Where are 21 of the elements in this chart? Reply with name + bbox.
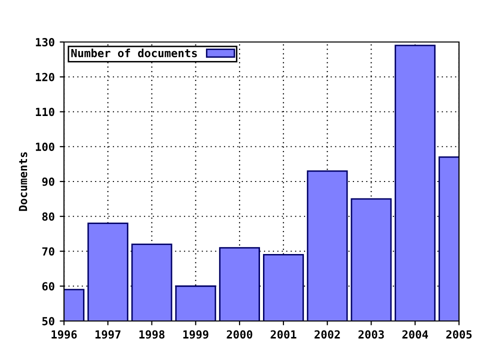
x-tick-label: 1997: [96, 330, 120, 339]
y-tick-label: 130: [36, 38, 54, 46]
x-tick-label: 2004: [402, 330, 428, 339]
y-tick-label: 100: [36, 142, 54, 152]
x-tick-label: 2003: [358, 330, 384, 339]
y-tick-label: 70: [42, 247, 54, 256]
x-tick-label: 2001: [270, 330, 296, 339]
y-tick-label: 50: [42, 316, 54, 326]
y-tick-label: 110: [36, 108, 54, 116]
x-tick-label: 2005: [446, 330, 472, 339]
x-tick-label: 2002: [314, 330, 340, 339]
x-tick-label: 2000: [226, 330, 252, 339]
x-tick-label: 1998: [139, 330, 164, 339]
legend-label: Number of documents: [71, 48, 197, 58]
y-tick-label: 90: [42, 177, 54, 186]
y-tick-label: 60: [42, 282, 54, 291]
y-tick-label: 80: [42, 212, 54, 221]
x-tick-label: 1996: [52, 330, 77, 339]
y-axis-title: Documents: [18, 152, 28, 211]
x-tick-label: 1999: [183, 330, 208, 339]
y-tick-label: 120: [36, 72, 54, 82]
